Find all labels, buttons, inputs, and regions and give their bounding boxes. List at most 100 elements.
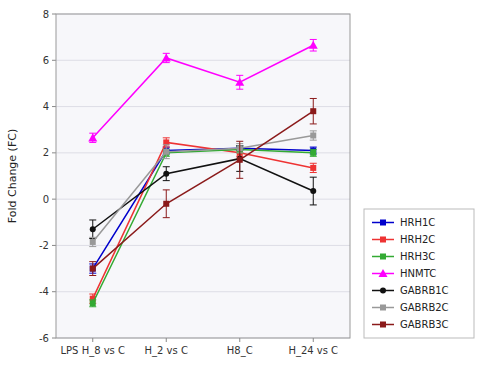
- data-point: [163, 139, 169, 145]
- tick-mark: [52, 338, 56, 339]
- legend-marker: [380, 220, 386, 226]
- error-cap: [310, 149, 317, 150]
- legend-marker: [380, 254, 386, 260]
- legend-label: GABRB3C: [400, 319, 449, 330]
- data-point: [310, 133, 316, 139]
- error-cap: [310, 163, 317, 164]
- error-cap: [310, 204, 317, 205]
- error-bar: [236, 141, 243, 178]
- tick-mark: [52, 14, 56, 15]
- legend-label: HRH3C: [400, 251, 435, 262]
- error-cap: [163, 62, 170, 63]
- error-cap: [89, 261, 96, 262]
- error-cap: [310, 51, 317, 52]
- tick-mark: [52, 291, 56, 292]
- tick-mark: [239, 338, 240, 342]
- category-label: H8_C: [227, 345, 253, 357]
- tick-mark: [52, 60, 56, 61]
- grid-line: [56, 106, 350, 107]
- error-cap: [310, 140, 317, 141]
- error-bar: [89, 220, 96, 239]
- error-bar: [310, 131, 317, 140]
- error-cap: [236, 75, 243, 76]
- error-cap: [310, 177, 317, 178]
- error-cap: [89, 306, 96, 307]
- legend-label: HRH2C: [400, 234, 435, 245]
- tick-label: 8: [43, 9, 49, 20]
- series-line: [93, 111, 314, 268]
- legend-marker: [380, 288, 386, 294]
- data-point: [163, 201, 169, 207]
- tick-label: 0: [43, 194, 49, 205]
- series-line: [93, 159, 314, 230]
- data-point: [235, 78, 244, 86]
- data-point: [162, 53, 171, 61]
- error-cap: [89, 237, 96, 238]
- legend-marker: [380, 305, 386, 311]
- category-label: H_2 vs C: [145, 345, 188, 357]
- tick-mark: [52, 245, 56, 246]
- error-cap: [89, 299, 96, 300]
- legend-label: GABRB2C: [400, 302, 449, 313]
- error-cap: [310, 98, 317, 99]
- tick-mark: [52, 106, 56, 107]
- series-line: [93, 142, 314, 298]
- tick-label: 2: [43, 147, 49, 158]
- error-cap: [89, 142, 96, 143]
- tick-label: -6: [39, 333, 49, 344]
- grid-line: [56, 60, 350, 61]
- error-bar: [310, 163, 317, 172]
- data-point: [310, 165, 316, 171]
- data-point: [310, 108, 316, 114]
- legend-label: HRH1C: [400, 217, 435, 228]
- plot-frame: [56, 14, 350, 338]
- tick-mark: [52, 152, 56, 153]
- legend-box: [364, 209, 474, 338]
- legend-marker: [380, 322, 386, 328]
- legend-marker: [380, 237, 386, 243]
- data-point: [237, 157, 243, 163]
- error-bar: [163, 53, 170, 62]
- data-point: [90, 266, 96, 272]
- error-cap: [310, 39, 317, 40]
- chart: -6-4-202468LPS H_8 vs CH_2 vs CH8_CH_24 …: [0, 0, 500, 378]
- error-cap: [310, 156, 317, 157]
- error-cap: [236, 178, 243, 179]
- data-point: [90, 239, 96, 245]
- data-point: [163, 149, 169, 155]
- data-point: [90, 300, 96, 306]
- data-point: [163, 171, 169, 177]
- grid-line: [56, 245, 350, 246]
- error-cap: [163, 144, 170, 145]
- error-cap: [163, 137, 170, 138]
- data-point: [90, 266, 96, 272]
- tick-label: -2: [39, 240, 49, 251]
- error-bar: [89, 300, 96, 307]
- grid-line: [56, 199, 350, 200]
- legend-label: GABRB1C: [400, 285, 449, 296]
- grid-line: [56, 291, 350, 292]
- tick-label: -4: [39, 286, 49, 297]
- series-line: [93, 148, 314, 268]
- error-bar: [310, 177, 317, 205]
- error-cap: [163, 180, 170, 181]
- error-cap: [89, 294, 96, 295]
- error-cap: [163, 217, 170, 218]
- error-bar: [310, 98, 317, 123]
- error-bar: [163, 167, 170, 181]
- error-bar: [310, 39, 317, 51]
- legend: HRH1CHRH2CHRH3CHNMTCGABRB1CGABRB2CGABRB3…: [364, 209, 474, 338]
- error-cap: [89, 246, 96, 247]
- data-point: [310, 188, 316, 194]
- error-cap: [236, 89, 243, 90]
- series-line: [93, 149, 314, 303]
- error-cap: [236, 141, 243, 142]
- error-bar: [89, 262, 96, 276]
- tick-mark: [92, 338, 93, 342]
- data-point: [310, 150, 316, 156]
- data-group: [88, 39, 318, 306]
- error-bar: [163, 190, 170, 218]
- error-bar: [89, 237, 96, 246]
- data-point: [90, 226, 96, 232]
- axis-label: Fold Change (FC): [6, 129, 19, 223]
